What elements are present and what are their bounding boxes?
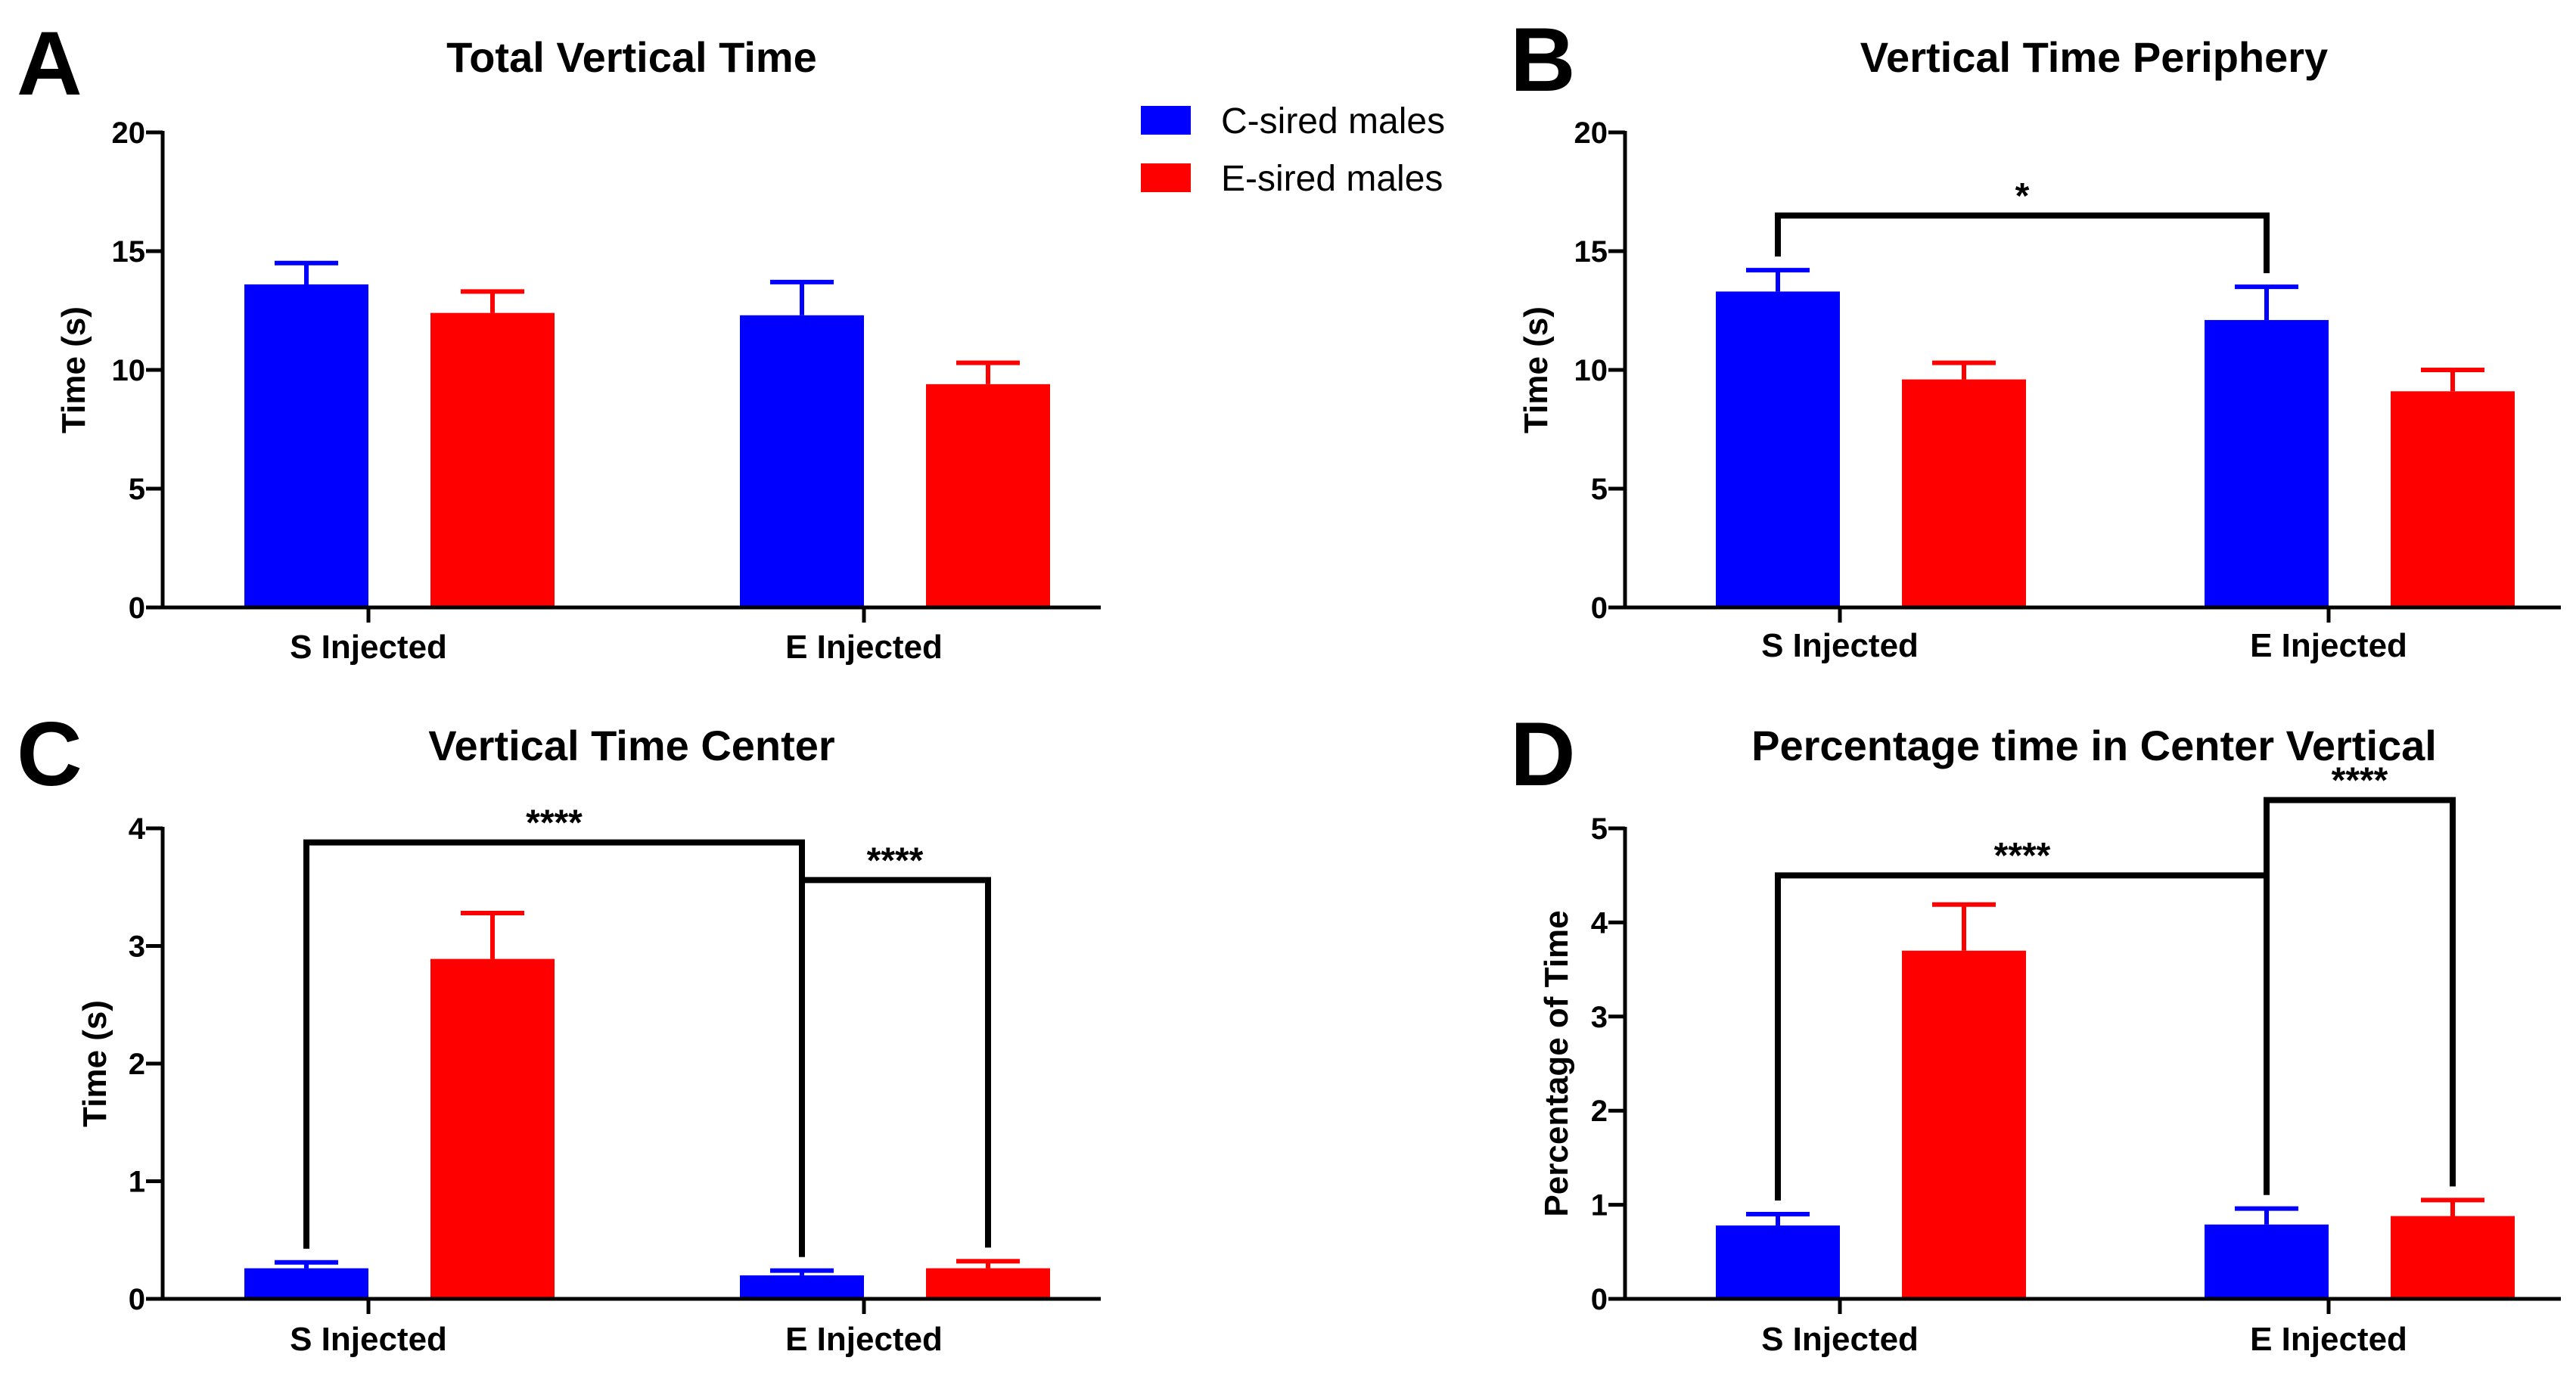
error-bar-e-sired-males-s-injected xyxy=(461,289,524,313)
bar-e-sired-males-e-injected xyxy=(2391,1216,2515,1299)
x-category-label: E Injected xyxy=(785,629,943,666)
bar-c-sired-males-s-injected xyxy=(1716,1225,1840,1299)
error-bar-e-sired-males-e-injected xyxy=(956,360,1020,384)
error-bar-e-sired-males-s-injected xyxy=(461,910,524,959)
legend-label-c-sired: C-sired males xyxy=(1221,101,1445,141)
y-tick-label: 15 xyxy=(1574,235,1608,269)
y-tick-label: 20 xyxy=(1574,116,1608,150)
significance-label: **** xyxy=(2332,761,2388,801)
bar-e-sired-males-s-injected xyxy=(430,958,555,1299)
bar-c-sired-males-s-injected xyxy=(1716,291,1840,607)
bar-c-sired-males-e-injected xyxy=(2205,1224,2329,1299)
legend-swatch-c-sired xyxy=(1141,106,1191,135)
y-tick-label: 2 xyxy=(129,1048,145,1081)
significance-bracket-line xyxy=(1775,212,2270,274)
significance-label: **** xyxy=(526,803,583,843)
panel-letter-d: D xyxy=(1510,704,1576,805)
significance-label: **** xyxy=(1994,836,2051,876)
error-bar-c-sired-males-s-injected xyxy=(275,1260,338,1269)
bar-e-sired-males-e-injected xyxy=(926,384,1050,607)
y-tick-label: 1 xyxy=(1591,1189,1608,1222)
y-axis-label: Time (s) xyxy=(1518,306,1555,433)
error-bar-c-sired-males-e-injected xyxy=(770,279,834,315)
bar-c-sired-males-e-injected xyxy=(740,1275,864,1299)
panel-letter-a: A xyxy=(17,13,82,114)
y-tick-label: 0 xyxy=(1591,1283,1608,1316)
x-category-label: S Injected xyxy=(1761,1321,1919,1358)
legend-swatch-e-sired xyxy=(1141,163,1191,192)
bar-e-sired-males-e-injected xyxy=(926,1268,1050,1299)
error-bar-e-sired-males-s-injected xyxy=(1932,902,1996,951)
error-bar-c-sired-males-e-injected xyxy=(770,1268,834,1275)
y-tick-label: 20 xyxy=(112,116,146,150)
significance-label: **** xyxy=(867,840,924,881)
significance-bracket: * xyxy=(1775,176,2270,274)
y-tick-label: 2 xyxy=(1591,1095,1608,1128)
error-bar-e-sired-males-s-injected xyxy=(1932,360,1996,380)
chart-vertical-time-periphery: Vertical Time Periphery Time (s) 0 5 10 15 20 S… xyxy=(1518,33,2561,664)
y-tick-label: 3 xyxy=(1591,1001,1608,1034)
panel-letter-c: C xyxy=(17,704,82,805)
y-tick-label: 3 xyxy=(129,930,145,964)
bar-e-sired-males-e-injected xyxy=(2391,391,2515,607)
error-bar-c-sired-males-s-injected xyxy=(1746,1212,1810,1225)
panel-letter-b: B xyxy=(1510,9,1576,110)
chart-vertical-time-center: Vertical Time Center Time (s) 0 1 2 3 4 S Injec… xyxy=(76,722,1101,1358)
error-bar-e-sired-males-e-injected xyxy=(2421,368,2484,392)
significance-bracket: **** xyxy=(2264,761,2456,1195)
y-tick-label: 5 xyxy=(129,473,145,506)
error-bar-c-sired-males-s-injected xyxy=(275,260,338,284)
y-axis-label: Percentage of Time xyxy=(1538,910,1575,1216)
bar-e-sired-males-s-injected xyxy=(1902,379,2026,607)
y-tick-label: 10 xyxy=(1574,354,1608,387)
bar-c-sired-males-s-injected xyxy=(244,1268,368,1299)
significance-bracket-line xyxy=(799,877,991,1257)
chart-title: Percentage time in Center Vertical xyxy=(1751,722,2437,769)
error-bar-c-sired-males-e-injected xyxy=(2235,284,2298,321)
x-category-label: S Injected xyxy=(290,1321,447,1358)
error-bar-e-sired-males-e-injected xyxy=(2421,1197,2484,1216)
error-bar-c-sired-males-s-injected xyxy=(1746,268,1810,292)
y-tick-label: 15 xyxy=(112,235,146,269)
x-category-label: E Injected xyxy=(2250,627,2407,664)
chart-percentage-time-center-vertical: Percentage time in Center Vertical Percen… xyxy=(1538,722,2561,1358)
bar-c-sired-males-e-injected xyxy=(740,315,864,607)
x-category-label: E Injected xyxy=(785,1321,943,1358)
y-tick-label: 0 xyxy=(129,1283,145,1316)
bar-e-sired-males-s-injected xyxy=(430,312,555,607)
y-tick-label: 0 xyxy=(129,592,145,625)
error-bar-c-sired-males-e-injected xyxy=(2235,1206,2298,1225)
chart-title: Total Vertical Time xyxy=(446,33,817,81)
y-axis-label: Time (s) xyxy=(55,306,92,433)
bar-c-sired-males-s-injected xyxy=(244,284,368,607)
chart-title: Vertical Time Center xyxy=(428,722,834,769)
y-axis-label: Time (s) xyxy=(76,1000,113,1127)
y-tick-label: 1 xyxy=(129,1166,145,1199)
y-tick-label: 4 xyxy=(129,812,146,846)
y-tick-label: 5 xyxy=(1591,812,1608,846)
significance-bracket-line xyxy=(2264,797,2456,1195)
y-tick-label: 10 xyxy=(112,354,146,387)
y-tick-label: 0 xyxy=(1591,592,1608,625)
chart-title: Vertical Time Periphery xyxy=(1860,33,2328,81)
y-tick-label: 4 xyxy=(1591,906,1608,940)
bar-e-sired-males-s-injected xyxy=(1902,950,2026,1299)
bar-c-sired-males-e-injected xyxy=(2205,320,2329,607)
significance-bracket: **** xyxy=(799,840,991,1257)
y-tick-label: 5 xyxy=(1591,473,1608,506)
x-category-label: S Injected xyxy=(1761,627,1919,664)
error-bar-e-sired-males-e-injected xyxy=(956,1259,1020,1269)
significance-label: * xyxy=(2015,176,2030,216)
legend: C-sired males E-sired males xyxy=(1141,101,1445,199)
x-category-label: E Injected xyxy=(2250,1321,2407,1358)
chart-total-vertical-time: Total Vertical Time Time (s) 0 5 10 15 20 S Inj… xyxy=(55,33,1101,666)
x-category-label: S Injected xyxy=(290,629,447,666)
legend-label-e-sired: E-sired males xyxy=(1221,159,1443,199)
